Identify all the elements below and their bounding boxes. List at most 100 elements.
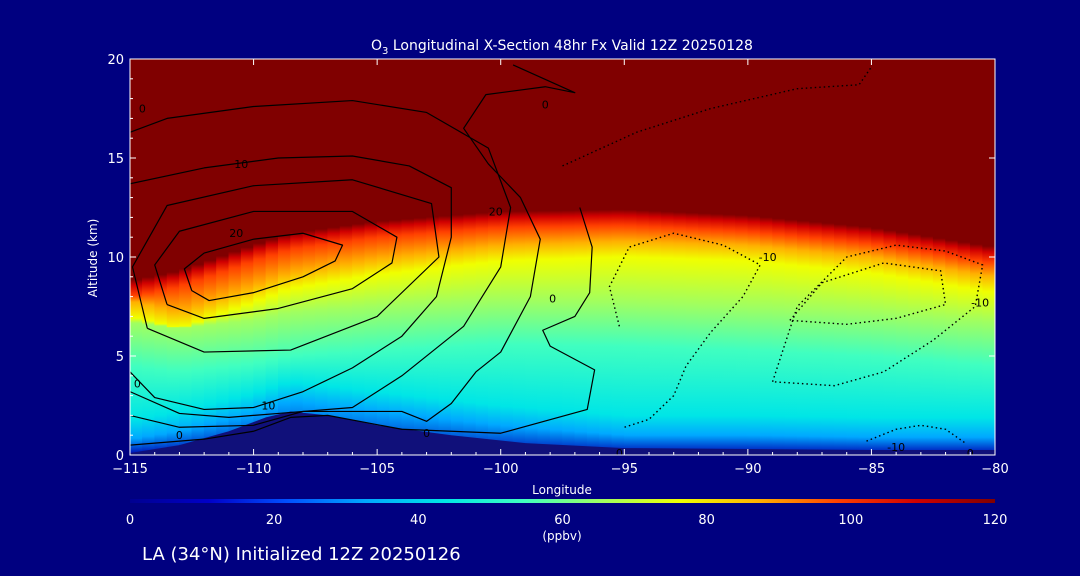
contour-line-negative [866,424,966,444]
colorbar-tick-label: 80 [698,513,715,528]
colorbar-tick-label: 40 [410,513,427,528]
field-strip [327,59,341,455]
field-strip [450,59,464,455]
field-strip [759,59,773,455]
field-strip [698,59,712,455]
field-strip [710,59,724,455]
contour-line [130,155,452,411]
field-strip [488,59,502,455]
field-strip [871,59,885,455]
field-strip [685,59,699,455]
field-strip [858,59,872,455]
colorbar-tick-label: 0 [126,513,134,528]
y-tick-label: 5 [116,350,124,365]
x-axis-ticks: −115 −110 −105 −100 −95 −90 −85 −80 [112,59,1009,477]
contour-label: -10 [759,251,777,264]
field-strip [352,59,366,455]
x-tick-label: −90 [734,462,761,477]
colorbar-tick-label: 20 [266,513,283,528]
field-strip [611,59,625,455]
field-strip [735,59,749,455]
footer-initialization-text: LA (34°N) Initialized 12Z 20250126 [142,544,461,565]
field-strip [908,59,922,455]
field-strip [512,59,526,455]
field-strip [537,59,551,455]
field-strip [932,59,946,455]
terrain-mask [130,411,995,455]
field-strip [315,59,329,455]
field-strip [661,59,675,455]
contour-line [154,210,398,319]
contour-line [183,232,344,302]
contour-label: 0 [134,378,141,391]
contour-line-negative [608,232,761,428]
chart-title: O3 Longitudinal X-Section 48hr Fx Valid … [371,38,753,57]
contour-line [130,207,596,446]
field-strip [747,59,761,455]
field-strip [240,59,254,455]
field-strip [945,59,959,455]
colorbar-tick-label: 100 [838,513,863,528]
field-strip [463,59,477,455]
field-strip [772,59,786,455]
y-tick-label: 10 [107,251,124,266]
field-strip [586,59,600,455]
field-strip [648,59,662,455]
ozone-field-strips [130,59,995,455]
field-strip [142,59,156,455]
contour-line-negative [771,244,984,387]
x-tick-label: −110 [236,462,272,477]
contour-line-negative [562,66,873,167]
field-strip [599,59,613,455]
y-tick-label: 15 [107,152,124,167]
contour-lines [130,64,984,446]
contour-labels: 0 0 10 20 20 0 0 10 0 0 -10 -10 -10 0 0 [134,99,989,460]
contour-label: -10 [887,441,905,454]
contour-label: -10 [971,297,989,310]
field-strip [834,59,848,455]
field-strip [228,59,242,455]
x-axis-label: Longitude [532,483,592,497]
y-axis-label: Altitude (km) [86,219,100,298]
contour-label: 10 [261,400,275,413]
field-strip [957,59,971,455]
field-strip [809,59,823,455]
contour-label: 0 [549,293,556,306]
field-strip [364,59,378,455]
colorbar-tick-label: 60 [554,513,571,528]
contour-label: 20 [489,205,503,218]
field-strip [475,59,489,455]
field-strip [216,59,230,455]
contour-label: 0 [176,429,183,442]
field-strip [722,59,736,455]
plot-area: 0 0 10 20 20 0 0 10 0 0 -10 -10 -10 0 0 [130,59,995,460]
contour-label: 0 [423,427,430,440]
field-strip [821,59,835,455]
contour-label: 0 [616,447,623,460]
colorbar [130,499,995,503]
field-strip [500,59,514,455]
x-tick-label: −85 [858,462,885,477]
contour-label: 10 [234,158,248,171]
field-strip [179,59,193,455]
contour-label: 0 [139,103,146,116]
field-strip [413,59,427,455]
field-strip [883,59,897,455]
contour-line [131,179,440,353]
colorbar-unit-label: (ppbv) [542,529,581,543]
field-strip [302,59,316,455]
x-tick-label: −95 [611,462,638,477]
field-strip [574,59,588,455]
field-strip [253,59,267,455]
field-strip [796,59,810,455]
x-tick-label: −115 [112,462,148,477]
field-strip [265,59,279,455]
contour-line [130,99,512,418]
field-strip [846,59,860,455]
field-strip [525,59,539,455]
field-strip [920,59,934,455]
colorbar-tick-label: 120 [983,513,1008,528]
field-strip [389,59,403,455]
